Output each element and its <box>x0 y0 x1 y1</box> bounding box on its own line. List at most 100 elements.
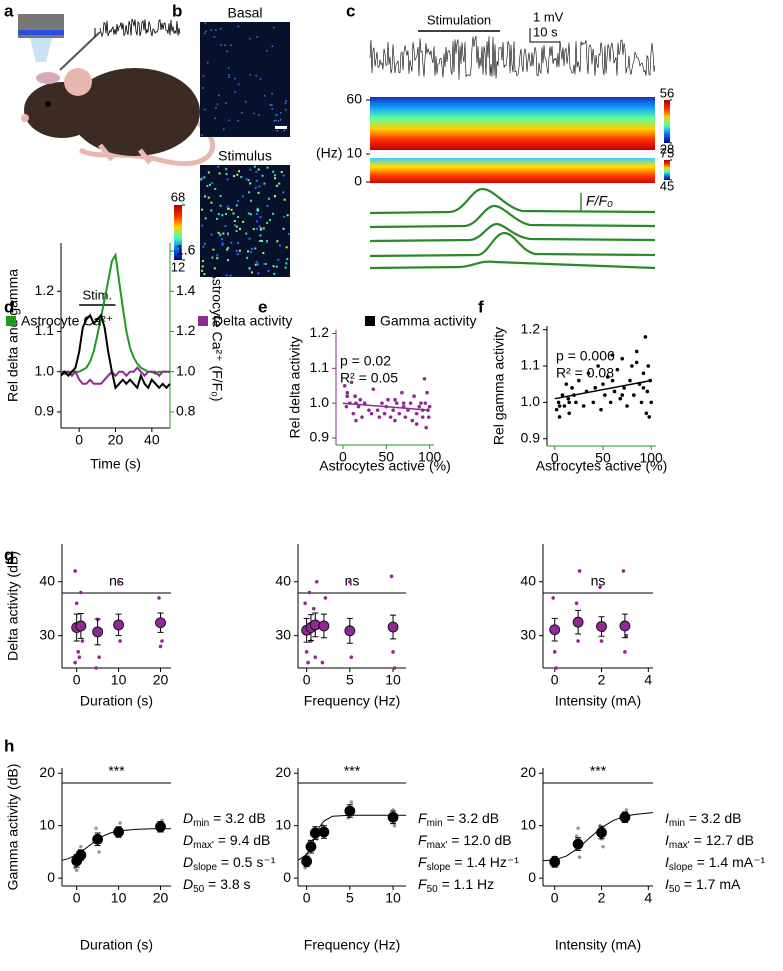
speck <box>252 228 255 231</box>
speck <box>226 178 229 181</box>
speck <box>247 179 250 182</box>
speck <box>203 108 206 111</box>
speck <box>227 73 230 76</box>
speck <box>214 117 216 120</box>
point <box>639 400 644 405</box>
mean-point <box>113 826 124 838</box>
speck <box>255 74 257 77</box>
point <box>354 418 358 423</box>
speck <box>256 207 259 210</box>
x-tick-label: 0 <box>303 672 311 688</box>
speck <box>202 75 205 77</box>
speck <box>241 195 244 198</box>
param-symbol: F <box>418 810 428 826</box>
param-subscript: 50 <box>427 884 439 895</box>
raw-point <box>79 590 83 595</box>
speck <box>227 207 230 210</box>
point <box>391 408 396 412</box>
raw-point <box>80 639 85 643</box>
speck <box>215 29 217 31</box>
fit-parameter: Imin = 3.2 dB <box>665 810 741 829</box>
y-tick-label: 0.9 <box>310 429 330 445</box>
point <box>349 380 354 385</box>
speck <box>202 87 204 89</box>
param-subscript: slope <box>193 862 217 873</box>
legend-label: Astrocyte Ca²⁺ <box>21 313 113 329</box>
point <box>574 400 578 405</box>
mean-point <box>619 811 631 823</box>
point <box>419 401 423 405</box>
raw-point <box>311 606 316 611</box>
raw-point <box>118 821 122 825</box>
point <box>345 394 350 399</box>
speck <box>255 261 258 264</box>
speck <box>285 262 288 265</box>
basal-image <box>200 22 290 137</box>
speck <box>287 233 290 236</box>
point <box>645 389 650 394</box>
y2-tick-label: 1.2 <box>176 322 196 338</box>
speck <box>263 262 266 265</box>
point <box>644 411 649 416</box>
y-tick-label: 10 <box>275 816 291 832</box>
speck <box>245 178 248 181</box>
point <box>562 404 567 408</box>
point <box>353 394 357 399</box>
speck <box>284 266 287 269</box>
param-subscript: min <box>427 818 443 829</box>
scale-bar <box>275 126 287 129</box>
y-tick-label: 20 <box>520 764 536 780</box>
point <box>610 378 615 383</box>
speck <box>277 120 280 122</box>
y-axis-label: Rel delta activity <box>287 337 303 439</box>
speck <box>200 178 203 181</box>
speck <box>254 263 257 266</box>
param-symbol: D <box>183 876 193 892</box>
fit-parameter: D50 = 3.8 s <box>183 876 251 895</box>
param-subscript: 50 <box>193 884 205 895</box>
scale-bars <box>529 28 560 43</box>
speck <box>203 176 206 179</box>
point <box>632 393 636 397</box>
point <box>382 411 387 416</box>
raw-point <box>577 569 582 573</box>
speck <box>275 265 278 268</box>
mean-point <box>305 841 317 853</box>
point <box>394 401 399 405</box>
mean-point <box>572 838 584 850</box>
speck <box>248 191 251 194</box>
legend-swatch <box>365 316 375 326</box>
speck <box>279 112 282 114</box>
speck <box>286 214 289 217</box>
speck <box>215 107 217 109</box>
param-value: = 9.4 dB <box>214 832 270 848</box>
point <box>625 404 629 408</box>
point <box>342 383 347 388</box>
legend-label: Gamma activity <box>380 313 476 329</box>
image-title: Stimulus <box>218 148 272 164</box>
x-tick-label: 5 <box>346 890 354 906</box>
point <box>593 386 598 390</box>
speck <box>255 220 258 223</box>
speck <box>259 227 262 230</box>
legend-swatch <box>198 316 208 326</box>
speck <box>217 213 220 216</box>
point <box>410 418 415 423</box>
speck <box>208 183 211 186</box>
speck <box>212 248 215 251</box>
y2-tick-label: 1.4 <box>176 282 196 298</box>
y2-tick-label: 0.8 <box>176 403 196 419</box>
speck <box>275 119 277 122</box>
x-tick-label: 20 <box>108 432 124 448</box>
colorbar <box>174 205 182 260</box>
trace-scale-label: F/F₀ <box>586 193 613 209</box>
point <box>630 364 634 368</box>
speck <box>250 247 253 250</box>
point <box>412 394 416 399</box>
y-tick-label: 30 <box>520 626 536 642</box>
raw-point <box>79 844 83 849</box>
param-subscript: min <box>669 818 685 829</box>
point <box>646 364 651 368</box>
y-tick-label: 0.9 <box>35 403 55 419</box>
